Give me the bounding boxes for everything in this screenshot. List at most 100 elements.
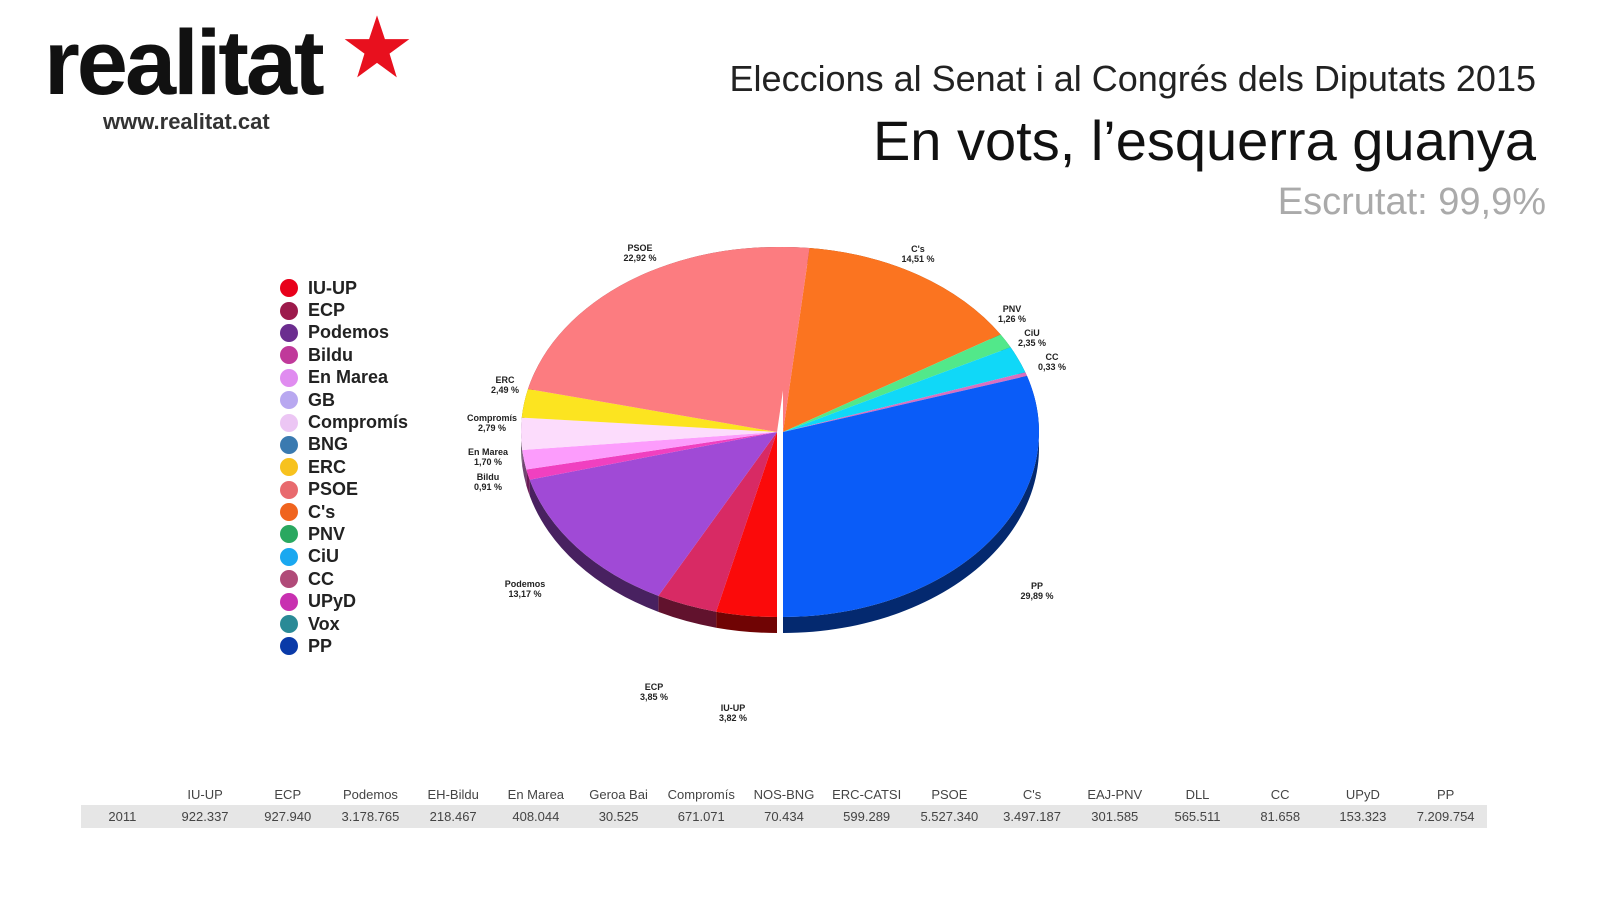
pie-slice-side [522,449,527,486]
column-header: ECP [274,786,302,802]
legend-swatch [280,413,298,432]
pie-slice-side [716,611,777,633]
pie-slice-enmarea [522,432,777,470]
legend-item: PNV [280,523,408,545]
legend-item: UPyD [280,590,408,612]
table-cell: 218.467 [411,805,495,828]
data-label: Podemos 13,17 % [505,579,546,599]
legend-swatch [280,323,298,342]
table-cell: 3.178.765 [329,805,412,828]
pie-slice-iuup [716,432,777,617]
pie-slice-psoe [528,247,804,432]
data-label: ECP 3,85 % [640,682,668,702]
legend-swatch [280,570,298,589]
column-header: NOS-BNG [753,786,815,802]
legend-swatch [280,346,298,365]
table-cell: 153.323 [1321,805,1405,828]
column-header: PP [1436,786,1455,802]
pie-slice-ecp [658,432,777,612]
data-label: IU-UP 3,82 % [719,703,747,723]
table-cell: 2011 [81,805,164,828]
legend-label: C's [308,501,336,522]
column-header: ERC-CATSI [832,786,902,802]
table-cell: 5.527.340 [908,805,991,828]
star-icon [344,15,410,78]
pie-slice-side [526,469,530,496]
pie-slice-cs [783,247,1001,432]
data-label: PSOE 22,92 % [623,243,656,263]
legend-label: En Marea [308,367,389,388]
legend-item: Compromís [280,411,408,433]
table-cell: 927.940 [246,805,330,828]
legend-item: En Marea [280,367,408,389]
chart-title: En vots, l’esquerra guanya [872,109,1536,172]
legend-label: BNG [308,434,348,455]
column-header: DLL [1185,786,1210,802]
column-header: Geroa Bai [589,786,648,802]
legend-item: CiU [280,546,408,568]
legend-swatch [280,480,298,499]
legend-swatch [280,525,298,544]
legend-label: PSOE [308,479,359,500]
table-cell: 922.337 [163,805,247,828]
pie-slice-ciu [783,347,1026,432]
legend-label: PP [308,635,333,656]
legend-item: IU-UP [280,277,408,299]
legend-swatch [280,637,298,656]
legend-swatch [280,547,298,566]
data-label: PNV 1,26 % [998,304,1026,324]
legend-label: ECP [308,300,346,321]
pie-slice-cc [783,372,1027,432]
legend-label: Bildu [308,344,353,365]
column-header: CC [1270,786,1290,802]
table-cell: 301.585 [1073,805,1157,828]
pie-slice-comproms [521,417,777,450]
column-header: IU-UP [187,786,223,802]
table-cell: 565.511 [1156,805,1239,828]
legend-label: PNV [308,523,346,544]
results-2011-table: IU-UP ECP Podemos EH-Bildu En Marea Geroa Bai… [81,783,1487,828]
legend-label: IU-UP [308,277,357,298]
table-cell: 3.497.187 [990,805,1074,828]
column-header: EAJ-PNV [1087,786,1143,802]
legend-swatch [280,368,298,387]
legend-swatch [280,458,298,477]
legend-swatch [280,301,298,320]
logo: realitat [44,12,325,114]
pie-slice-podemos [529,432,777,596]
legend-item: Vox [280,613,408,635]
legend-item: PSOE [280,479,408,501]
pie-slice-bildu [526,432,777,480]
column-header: UPyD [1345,786,1380,802]
logo-url: www.realitat.cat [103,109,270,134]
legend-label: CC [308,568,334,589]
table-cell: 70.434 [742,805,826,828]
legend-label: Compromís [308,412,409,433]
legend-label: CiU [308,546,339,567]
legend-item: PP [280,635,408,657]
legend-item: CC [280,568,408,590]
pie-slice-side [658,595,717,628]
table-cell: 7.209.754 [1404,805,1487,828]
data-label: CC 0,33 % [1038,352,1066,372]
legend-swatch [280,279,298,298]
scrutiny-status: Escrutat: 99,9% [1277,181,1546,223]
data-label: CiU 2,35 % [1018,328,1046,348]
legend-item: Podemos [280,322,408,344]
legend-swatch [280,615,298,634]
chart-supertitle: Eleccions al Senat i al Congrés dels Dip… [729,58,1536,99]
column-header: Podemos [343,786,398,802]
legend-swatch [280,435,298,454]
table-cell: 30.525 [577,805,660,828]
legend-item: C's [280,501,408,523]
table-row: 2011 922.337 927.940 3.178.765 218.467 408.04… [81,805,1487,828]
legend-swatch [280,503,298,522]
pie-slice-erc [521,389,777,432]
legend-swatch [280,391,298,410]
legend-label: ERC [308,456,347,477]
legend-swatch [280,592,298,611]
column-header: En Marea [507,786,565,802]
column-header: C's [1022,786,1042,802]
legend-item: ECP [280,299,408,321]
legend-label: UPyD [308,591,357,612]
